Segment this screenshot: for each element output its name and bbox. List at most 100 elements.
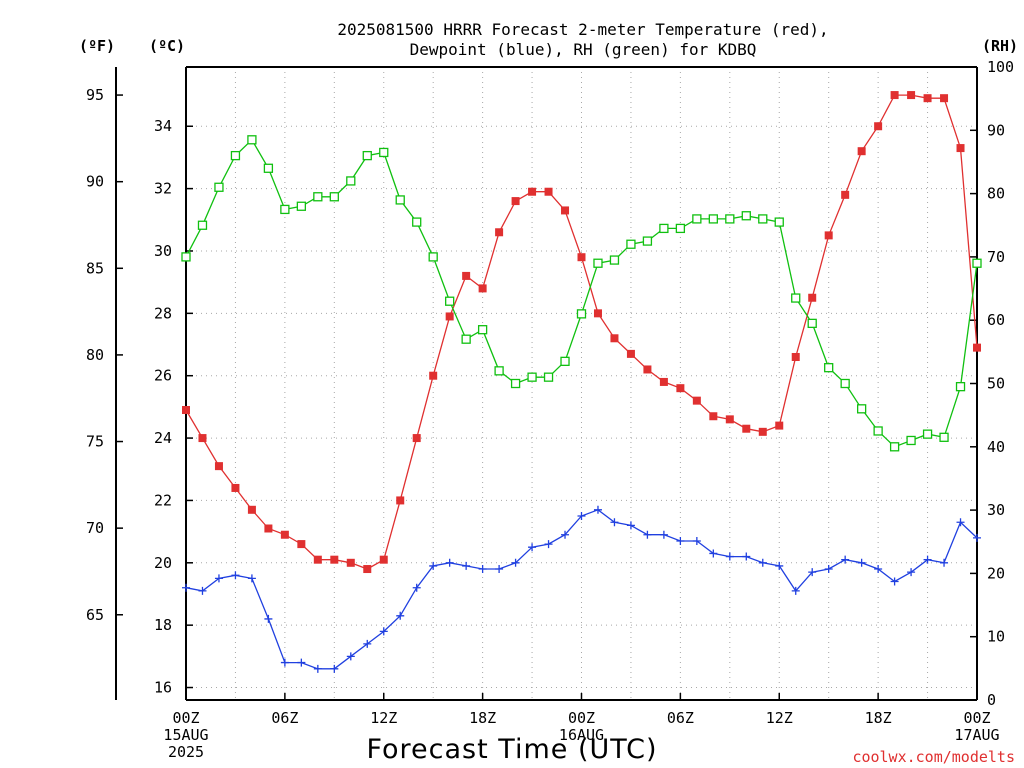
data-point	[429, 561, 438, 570]
data-point	[709, 412, 718, 421]
data-point	[972, 258, 982, 268]
data-point	[214, 462, 223, 471]
data-point	[906, 435, 916, 446]
data-point	[889, 442, 900, 452]
data-point	[610, 518, 619, 527]
chart-title-line-2: Dewpoint (blue), RH (green) for KDBQ	[410, 40, 757, 59]
data-point	[775, 421, 784, 430]
fahrenheit-tick-label: 85	[86, 259, 104, 277]
data-point	[561, 530, 570, 539]
data-point	[659, 530, 668, 539]
data-point	[346, 176, 356, 186]
data-point	[296, 201, 307, 211]
data-point	[363, 565, 372, 574]
data-point	[955, 382, 966, 392]
fahrenheit-tick-label: 90	[86, 173, 104, 191]
data-point	[940, 558, 949, 567]
series-group	[182, 91, 981, 574]
data-point	[412, 217, 422, 227]
celsius-tick-label: 34	[154, 117, 172, 135]
data-point	[973, 533, 981, 542]
data-point	[197, 220, 208, 230]
data-point	[841, 190, 850, 199]
data-point	[956, 518, 965, 527]
data-point	[643, 365, 652, 374]
data-point	[280, 204, 290, 215]
rh-tick-label: 0	[987, 691, 996, 709]
data-point	[791, 352, 800, 361]
data-point	[182, 583, 190, 592]
data-point	[379, 627, 388, 636]
data-point	[577, 512, 586, 521]
data-point	[923, 94, 932, 103]
data-series	[181, 91, 982, 673]
x-tick-label: 2025	[168, 743, 204, 761]
fahrenheit-tick-label: 75	[86, 433, 104, 451]
data-point	[857, 558, 866, 567]
data-point	[939, 432, 949, 442]
data-point	[231, 571, 240, 580]
data-point	[807, 318, 817, 329]
data-point	[462, 561, 471, 570]
rh-tick-label: 40	[987, 438, 1005, 456]
data-point	[692, 536, 701, 545]
data-point	[412, 583, 421, 592]
data-point	[247, 505, 256, 514]
data-point	[709, 549, 718, 558]
data-point	[478, 284, 487, 293]
x-tick-label: 00Z	[963, 709, 990, 727]
data-point	[824, 363, 834, 373]
data-point	[329, 192, 339, 202]
data-point	[297, 540, 306, 549]
data-point	[808, 293, 817, 302]
data-point	[675, 223, 686, 234]
data-point	[576, 309, 587, 319]
x-tick-label: 06Z	[667, 709, 694, 727]
rh-tick-label: 50	[987, 375, 1005, 393]
series-group	[181, 135, 982, 452]
data-point	[791, 586, 800, 595]
data-point	[874, 565, 883, 574]
data-point	[940, 94, 949, 103]
fahrenheit-tick-label: 65	[86, 606, 104, 624]
data-point	[495, 228, 504, 237]
data-point	[544, 187, 553, 196]
data-point	[922, 429, 933, 439]
data-point	[264, 614, 273, 623]
data-point	[577, 253, 586, 262]
data-point	[643, 530, 652, 539]
celsius-unit-label: (ºC)	[149, 37, 185, 55]
data-point	[676, 536, 685, 545]
data-point	[313, 664, 322, 673]
celsius-tick-label: 30	[154, 242, 172, 260]
data-point	[742, 424, 751, 433]
rh-tick-label: 20	[987, 564, 1005, 582]
data-point	[214, 574, 223, 583]
series-group	[182, 505, 981, 673]
data-point	[725, 214, 735, 224]
axes	[115, 66, 978, 701]
data-point	[346, 558, 355, 567]
data-point	[511, 197, 520, 206]
series-line	[185, 138, 978, 448]
data-point	[923, 555, 932, 564]
data-point	[429, 371, 438, 380]
data-point	[528, 543, 537, 552]
data-point	[313, 555, 322, 564]
x-tick-label: 18Z	[865, 709, 892, 727]
data-point	[593, 258, 603, 268]
data-point	[560, 356, 570, 366]
data-point	[874, 122, 883, 131]
data-point	[609, 255, 620, 265]
rh-tick-label: 60	[987, 311, 1005, 329]
data-point	[907, 568, 916, 577]
x-tick-label: 16AUG	[559, 726, 604, 744]
data-point	[561, 206, 570, 215]
data-point	[264, 524, 273, 533]
data-point	[313, 192, 323, 202]
tick-labels: 16 18 20 22 24 26 28 30 32 34 65 70 75 80 85 90 95 0 10 20 3…	[86, 58, 1014, 761]
data-point	[725, 552, 734, 561]
data-point	[412, 434, 421, 443]
x-tick-label: 15AUG	[163, 726, 208, 744]
